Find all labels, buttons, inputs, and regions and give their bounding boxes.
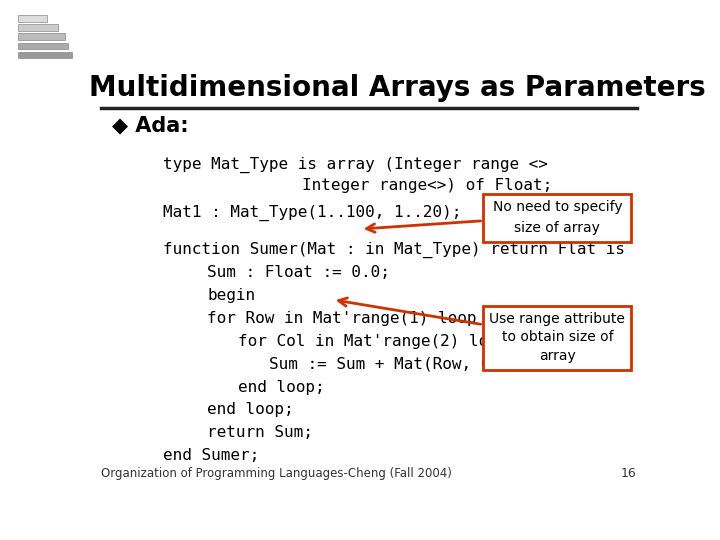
Text: for Col in Mat'range(2) loop: for Col in Mat'range(2) loop <box>238 334 508 349</box>
Text: end Sumer;: end Sumer; <box>163 448 258 463</box>
Bar <box>18 15 47 22</box>
Text: function Sumer(Mat : in Mat_Type) return Flat is: function Sumer(Mat : in Mat_Type) return… <box>163 242 624 258</box>
Text: for Row in Mat'range(1) loop: for Row in Mat'range(1) loop <box>207 311 477 326</box>
Text: type Mat_Type is array (Integer range <>: type Mat_Type is array (Integer range <> <box>163 157 547 173</box>
Text: No need to specify: No need to specify <box>492 200 622 214</box>
Text: end loop;: end loop; <box>238 380 325 395</box>
Text: end loop;: end loop; <box>207 402 294 417</box>
Text: array: array <box>539 349 576 363</box>
Bar <box>18 24 58 31</box>
Bar <box>18 52 72 58</box>
Text: Sum : Float := 0.0;: Sum : Float := 0.0; <box>207 265 390 280</box>
Text: Multidimensional Arrays as Parameters: Multidimensional Arrays as Parameters <box>89 73 706 102</box>
Text: Mat1 : Mat_Type(1..100, 1..20);: Mat1 : Mat_Type(1..100, 1..20); <box>163 204 461 220</box>
Text: size of array: size of array <box>514 221 600 235</box>
FancyBboxPatch shape <box>483 194 631 241</box>
Text: 16: 16 <box>621 467 637 480</box>
Text: Organization of Programming Languages-Cheng (Fall 2004): Organization of Programming Languages-Ch… <box>101 467 452 480</box>
Bar <box>18 43 68 49</box>
FancyBboxPatch shape <box>483 306 631 370</box>
Text: Sum := Sum + Mat(Row, Col);: Sum := Sum + Mat(Row, Col); <box>269 357 528 372</box>
Bar <box>18 33 65 40</box>
Text: to obtain size of: to obtain size of <box>502 330 613 344</box>
Text: return Sum;: return Sum; <box>207 426 313 440</box>
Text: begin: begin <box>207 288 256 303</box>
Text: ◆ Ada:: ◆ Ada: <box>112 115 189 135</box>
Text: Integer range<>) of Float;: Integer range<>) of Float; <box>302 178 552 193</box>
Text: Use range attribute: Use range attribute <box>490 312 625 326</box>
